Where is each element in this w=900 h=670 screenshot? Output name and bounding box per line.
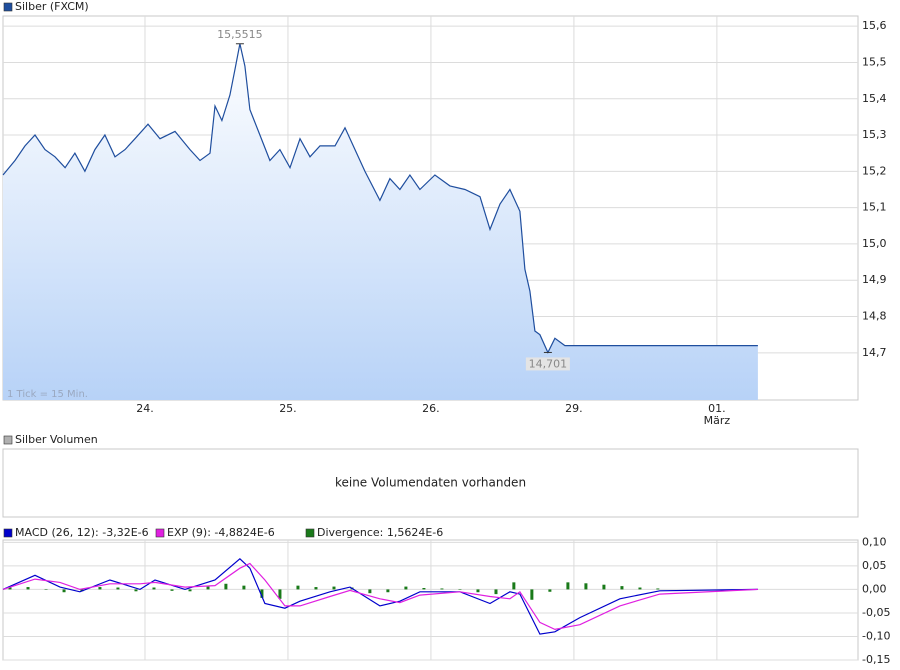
legend-swatch (3, 528, 13, 538)
y-tick-label: 15,1 (862, 201, 887, 214)
annotation-label: 15,5515 (217, 28, 263, 41)
legend-swatch (155, 528, 165, 538)
divergence-bar (152, 587, 156, 590)
note: 1 Tick = 15 Min. (7, 389, 88, 400)
divergence-bar (602, 584, 606, 590)
divergence-bar (260, 589, 264, 598)
divergence-bar (80, 589, 84, 592)
y-tick-label: -0,05 (862, 606, 890, 619)
legend-label: MACD (26, 12): -3,32E-6 (15, 526, 149, 539)
divergence-bar (242, 585, 246, 590)
legend-label: Silber Volumen (15, 433, 98, 446)
divergence-bar (494, 589, 498, 595)
divergence-bar (116, 587, 120, 590)
x-tick-label: 26. (422, 402, 440, 415)
divergence-bar (62, 589, 66, 593)
y-tick-label: 15,4 (862, 92, 887, 105)
divergence-bar (530, 589, 534, 600)
divergence-bar (278, 589, 282, 599)
divergence-bar (512, 582, 516, 590)
area-fill (3, 43, 758, 401)
y-tick-label: 0,05 (862, 559, 887, 572)
divergence-bar (44, 589, 48, 590)
divergence-bar (206, 586, 210, 590)
divergence-bar (404, 586, 408, 590)
x-tick-label: 24. (136, 402, 154, 415)
divergence-bar (26, 587, 30, 590)
divergence-bar (566, 582, 570, 590)
divergence-bar (638, 587, 642, 590)
legend-swatch (3, 2, 13, 12)
legend-label: Silber (FXCM) (15, 0, 89, 13)
divergence-bar (548, 589, 552, 592)
y-tick-label: 15,2 (862, 164, 887, 177)
divergence-bar (386, 589, 390, 593)
y-tick-label: 0,00 (862, 582, 887, 595)
divergence-bar (440, 588, 444, 590)
divergence-bar (8, 587, 12, 590)
x-tick-label: 01. (708, 402, 726, 415)
divergence-bar (314, 587, 318, 590)
divergence-bar (620, 586, 624, 590)
divergence-bar (422, 588, 426, 590)
price-line (2, 43, 758, 354)
y-tick-label: 15,6 (862, 19, 887, 32)
divergence-bar (332, 586, 336, 590)
legend-label: EXP (9): -4,8824E-6 (167, 526, 275, 539)
divergence-bar (584, 583, 588, 590)
indicator-line (2, 557, 758, 635)
indicator-line (2, 562, 758, 631)
y-tick-label: 14,8 (862, 310, 887, 323)
y-tick-label: 15,5 (862, 55, 887, 68)
divergence-bar (368, 589, 372, 594)
legend-swatch (3, 435, 13, 445)
x-month-label: März (704, 414, 731, 427)
y-tick-label: 15,3 (862, 128, 887, 141)
y-tick-label: -0,10 (862, 629, 890, 642)
divergence-bar (188, 589, 192, 592)
legend-label: Divergence: 1,5624E-6 (317, 526, 443, 539)
empty-message: keine Volumendaten vorhanden (335, 476, 526, 490)
annotation-box (525, 357, 570, 371)
x-tick-label: 29. (565, 402, 583, 415)
y-tick-label: 14,7 (862, 346, 887, 359)
y-tick-label: 15,0 (862, 237, 887, 250)
divergence-bar (458, 589, 462, 590)
x-tick-label: 25. (279, 402, 297, 415)
divergence-bar (98, 587, 102, 590)
y-tick-label: -0,15 (862, 653, 890, 666)
plot-frame (2, 448, 859, 518)
y-tick-label: 14,9 (862, 273, 887, 286)
divergence-bar (134, 589, 138, 592)
divergence-bar (170, 589, 174, 591)
y-tick-label: 0,10 (862, 535, 887, 548)
legend-swatch (305, 528, 315, 538)
divergence-bar (656, 588, 660, 590)
divergence-bar (224, 583, 228, 590)
divergence-bar (296, 585, 300, 590)
annotation-label: 14,701 (529, 357, 568, 370)
divergence-bar (476, 589, 480, 593)
